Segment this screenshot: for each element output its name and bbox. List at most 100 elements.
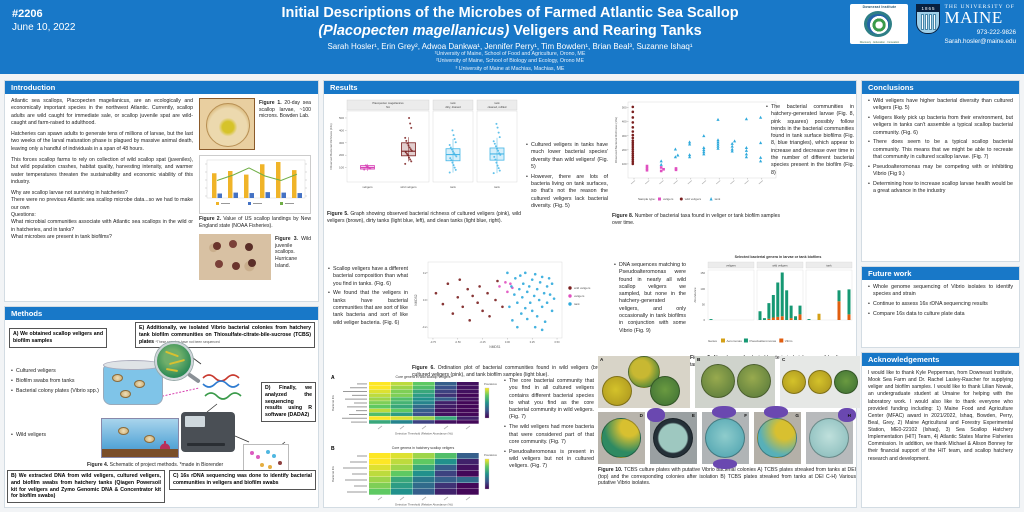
introduction-figures: Figure 1. 20-day sea scallop larvae, ~10… — [199, 98, 311, 285]
larva-icon — [144, 435, 155, 443]
petri-dish-icon — [737, 364, 771, 398]
svg-text:Bacterial IDs: Bacterial IDs — [331, 394, 335, 410]
bullet-item: Wild veligers have higher bacterial dive… — [868, 98, 1013, 113]
umaine-shield-icon: 1865 — [916, 4, 941, 34]
future-work-bullets: Whole genome sequencing of Vibrio isolat… — [862, 280, 1019, 325]
umaine-line1: THE UNIVERSITY OF — [944, 4, 1015, 10]
poster-number: #2206 — [12, 8, 43, 20]
results-bullets-fig8: The bacterial communities in hatchery-ge… — [766, 104, 854, 179]
figure9-stacked-bar-chart: Selected bacterial genera in larvae or t… — [690, 252, 856, 353]
conclusions-bullets: Wild veligers have higher bacterial dive… — [862, 94, 1019, 202]
tank-rim — [103, 360, 163, 370]
intro-question-1: Why are scallop larvae not surviving in … — [11, 190, 128, 197]
juvenile-scallop-icon — [229, 240, 237, 249]
svg-text:NMDS2: NMDS2 — [414, 294, 418, 305]
sequencer-slot — [187, 443, 225, 446]
methods-box-e-text: E) Additionally, we isolated Vibrio bact… — [139, 325, 311, 345]
svg-text:veligers: veligers — [726, 264, 736, 268]
figure10-block: A B C D E F G H Figure 10. TCBS culture plates… — [598, 356, 860, 487]
umaine-logo: 1865 THE UNIVERSITY OF MAINE 973-222-982… — [916, 4, 1018, 46]
figure5-caption-text: Graph showing observed bacterial richnes… — [327, 211, 521, 224]
conclusions-section: Conclusions Wild veligers have higher ba… — [861, 80, 1020, 262]
svg-text:NA: NA — [386, 105, 390, 109]
methods-box-d-text: D) Finally, we analyzed the sequencing r… — [265, 385, 312, 418]
figure10-panel-label: A — [600, 357, 604, 362]
figure10-panel-label: D — [639, 413, 643, 418]
svg-text:veligers: veligers — [574, 294, 585, 298]
introduction-section: Introduction Atlantic sea scallops, Plac… — [4, 80, 319, 302]
methods-box-d: D) Finally, we analyzed the sequencing r… — [261, 382, 316, 422]
svg-text:Core genera in wild scallop ve: Core genera in wild scallop veligers — [395, 375, 450, 379]
svg-text:dirty, drained: dirty, drained — [445, 105, 461, 109]
svg-text:wild veligers: wild veligers — [400, 185, 417, 189]
svg-text:Prevalence: Prevalence — [484, 382, 498, 386]
svg-text:Observed Bacterial Richness (1: Observed Bacterial Richness (16s) — [614, 117, 618, 163]
svg-text:tank: tank — [494, 185, 500, 189]
bullet-item: The core bacterial community that you fi… — [504, 378, 594, 422]
figure6-chart-svg: -0.75 -0.50 -0.25 0.00 0.25 0.50 -0.2 0.0 0.2 NMD… — [414, 261, 591, 349]
svg-text:tank: tank — [574, 302, 580, 306]
svg-text:wild veligers: wild veligers — [772, 264, 788, 268]
introduction-text: Atlantic sea scallops, Placopecten magel… — [11, 98, 193, 285]
figure4-caption-text: Schematic of project methods. *made in B… — [108, 462, 224, 468]
figure3-caption: Figure 3. Wild juvenile scallops. Hurric… — [275, 236, 311, 280]
methods-box-b: B) We extracted DNA from wild veligers, … — [7, 470, 165, 503]
affiliation-2: ²University of Maine, School of Biology … — [436, 58, 584, 65]
petri-dish-icon — [653, 418, 693, 458]
downeast-swirl-icon — [864, 11, 893, 37]
figure10-panel-label: F — [744, 413, 747, 418]
svg-text:wild veligers: wild veligers — [574, 286, 591, 290]
figure10-panel-label: E — [691, 413, 695, 418]
intro-question-3: What microbial communities associate wit… — [11, 219, 193, 233]
bullet-item: Biofilm swabs from tanks — [11, 378, 99, 386]
figure1-block: Figure 1. 20-day sea scallop larvae, ~10… — [199, 98, 311, 150]
svg-text:Vibrio: Vibrio — [785, 339, 793, 343]
figure10-panel-label: H — [847, 413, 851, 418]
figure7-heatmap-svg: Core genera in hatchery scallop veligers… — [331, 446, 498, 507]
bullet-item: Continue to assess 16s rDNA sequencing r… — [868, 301, 1013, 309]
petri-dish-icon — [808, 370, 832, 394]
figure8-scatter-chart: Observed Bacterial Richness (16s) 100 200 3… — [612, 98, 780, 211]
svg-text:Bacterial IDs: Bacterial IDs — [331, 465, 335, 481]
figure2-caption-text: Value of US scallop landings by New Engl… — [199, 216, 312, 229]
svg-text:Detection Threshold (Relative: Detection Threshold (Relative Abundance … — [395, 432, 453, 436]
svg-text:tank: tank — [826, 264, 832, 268]
header-center: Initial Descriptions of the Microbes of … — [255, 4, 765, 73]
poster-date: June 10, 2022 — [12, 22, 76, 34]
purple-glove-icon — [713, 459, 737, 469]
svg-text:300: 300 — [339, 141, 344, 145]
svg-text:0.0: 0.0 — [423, 298, 427, 302]
larva-icon — [120, 390, 131, 398]
methods-box-c: C) 16s rDNA sequencing was done to ident… — [169, 470, 316, 490]
header-left: #2206 June 10, 2022 — [12, 7, 75, 34]
figure5-block: Observed Bacterial Richness (16s) 100 200 3… — [327, 98, 521, 224]
scallop-larva-icon — [206, 103, 250, 147]
methods-box-e: E) Additionally, we isolated Vibrio bact… — [135, 322, 315, 349]
svg-text:Selected bacterial genera in l: Selected bacterial genera in larvae or t… — [735, 255, 822, 259]
svg-text:-0.75: -0.75 — [430, 340, 436, 344]
svg-text:Abundance: Abundance — [693, 287, 697, 303]
svg-text:cleaned, refilled: cleaned, refilled — [488, 105, 507, 109]
results-bullets-fig6: Scallop veligers have a different bacter… — [328, 266, 408, 329]
svg-text:Genus: Genus — [708, 339, 717, 343]
petri-dish-icon — [601, 418, 641, 458]
svg-text:0.2: 0.2 — [423, 271, 427, 275]
figure10-panel-label: C — [782, 357, 786, 362]
svg-text:tank: tank — [494, 101, 500, 105]
figure2-block: Figure 2. Value of US scallop landings b… — [199, 155, 311, 229]
methods-header: Methods — [5, 307, 318, 320]
bullet-item: Pseudoalteromonas is present in wild vel… — [504, 449, 594, 471]
methods-body: A) We obtained scallop veligers and biof… — [5, 320, 318, 507]
figure2-caption: Figure 2. Value of US scallop landings b… — [199, 216, 311, 229]
svg-text:0: 0 — [703, 318, 705, 322]
figure10-panel-label: B — [697, 357, 701, 362]
title-line2: Veligers and Rearing Tanks — [509, 23, 702, 40]
svg-text:100: 100 — [339, 166, 344, 170]
figure7-heatmap-chart: Core genera in wild scallop veligers A Det… — [327, 372, 499, 512]
figure7-heatmap-svg: Core genera in wild scallop veligers A Det… — [331, 375, 498, 436]
sea-floor — [102, 449, 178, 457]
methods-box-b-text: B) We extracted DNA from wild veligers, … — [11, 473, 161, 500]
results-section: Results Observed Bacterial Richness (16s… — [323, 80, 860, 508]
bullet-item: Cultured veligers in tanks have much low… — [526, 142, 608, 171]
svg-text:tank: tank — [715, 197, 721, 201]
